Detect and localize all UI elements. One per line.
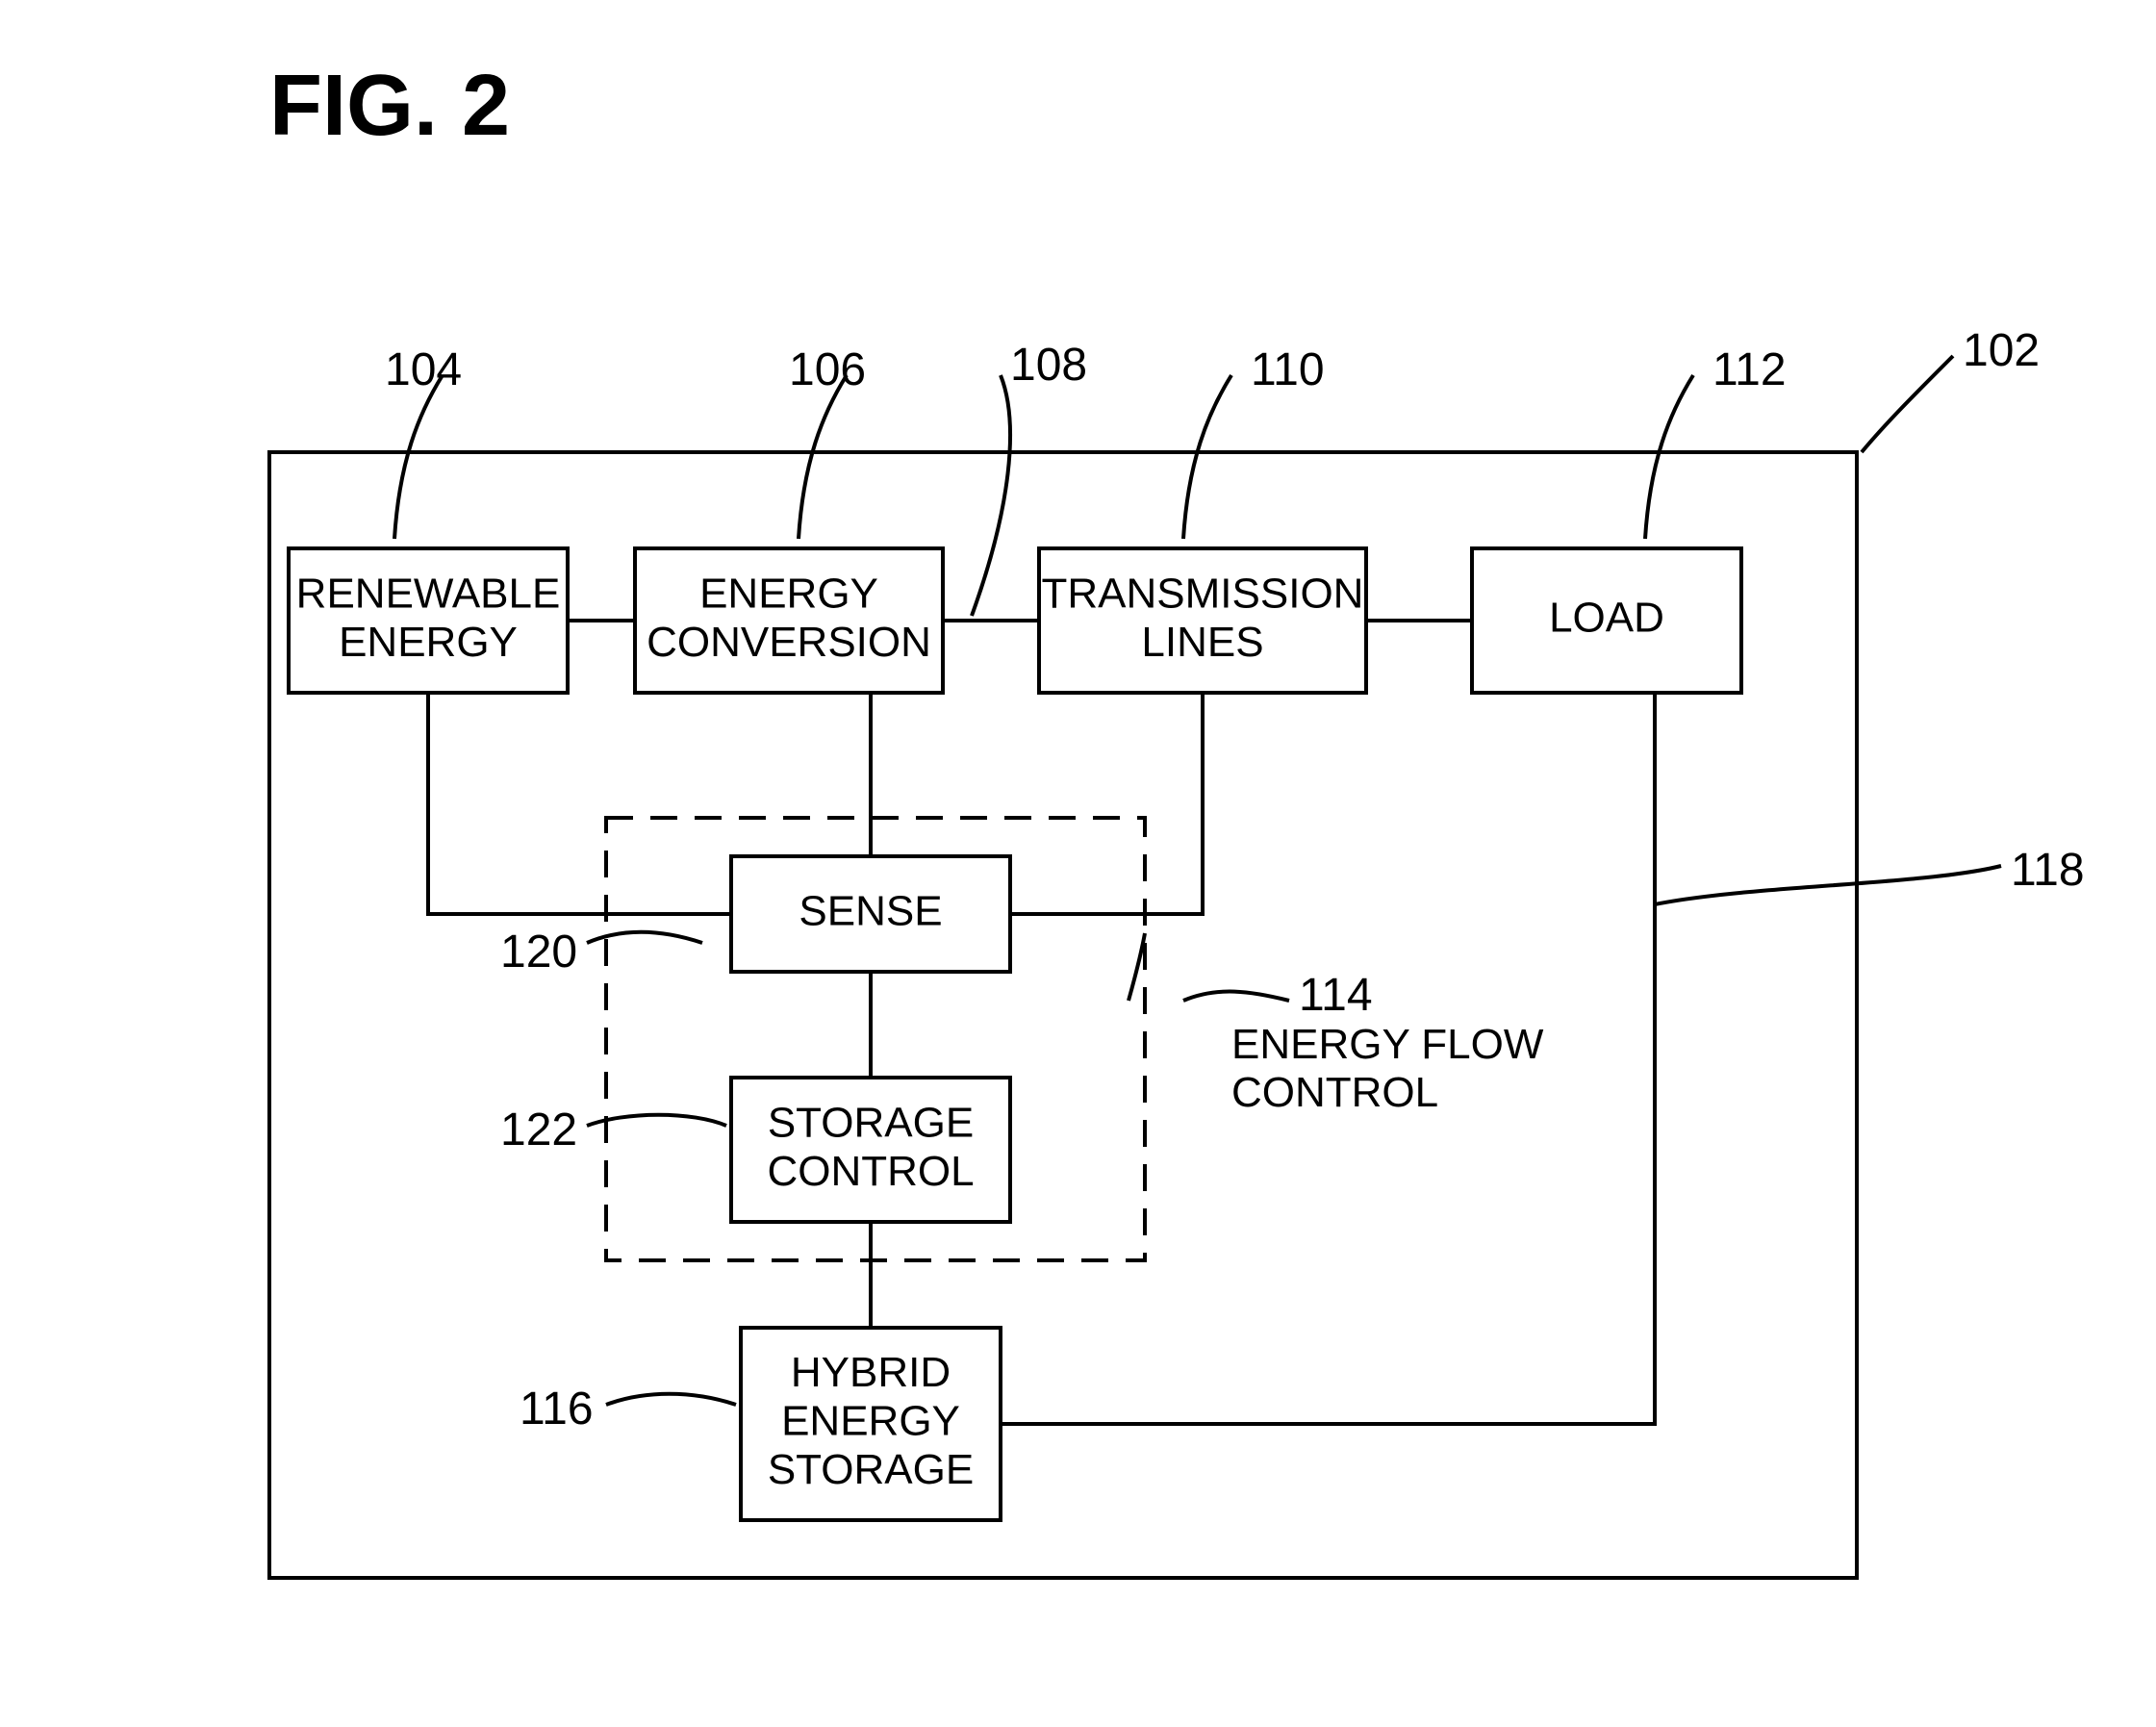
block-renewable-label: ENERGY	[339, 619, 518, 666]
refnum-104: 104	[385, 344, 462, 395]
block-conversion-label: CONVERSION	[647, 619, 931, 666]
block-transmission: TRANSMISSIONLINES	[1039, 548, 1366, 693]
block-hybrid: HYBRIDENERGYSTORAGE	[741, 1328, 1001, 1520]
block-load: LOAD	[1472, 548, 1741, 693]
refnum-110: 110	[1251, 344, 1325, 395]
leader-102	[1862, 356, 1953, 452]
block-renewable-label: RENEWABLE	[296, 570, 561, 617]
refnum-106: 106	[789, 344, 866, 395]
block-load-label: LOAD	[1549, 595, 1664, 642]
block-hybrid-label: ENERGY	[781, 1398, 960, 1445]
block-storage_ctrl-label: CONTROL	[767, 1148, 974, 1195]
side-label-efc2: CONTROL	[1231, 1069, 1438, 1116]
block-transmission-label: LINES	[1141, 619, 1263, 666]
block-storage_ctrl: STORAGECONTROL	[731, 1078, 1010, 1222]
refnum-122: 122	[500, 1105, 577, 1156]
block-transmission-label: TRANSMISSION	[1042, 570, 1364, 617]
block-storage_ctrl-label: STORAGE	[768, 1099, 974, 1146]
refnum-114n: 114	[1299, 970, 1373, 1021]
refnum-112: 112	[1712, 344, 1787, 395]
refnum-120: 120	[500, 927, 577, 978]
block-conversion-label: ENERGY	[699, 570, 878, 617]
block-sense-label: SENSE	[799, 888, 942, 935]
refnum-102: 102	[1963, 325, 2040, 376]
block-hybrid-label: STORAGE	[768, 1446, 974, 1493]
block-conversion: ENERGYCONVERSION	[635, 548, 943, 693]
figure-label: FIG. 2	[269, 58, 510, 154]
refnum-118: 118	[2011, 845, 2085, 896]
side-label-efc1: ENERGY FLOW	[1231, 1021, 1544, 1068]
block-hybrid-label: HYBRID	[791, 1349, 951, 1396]
refnum-116: 116	[520, 1384, 594, 1435]
block-renewable: RENEWABLEENERGY	[289, 548, 568, 693]
refnum-108: 108	[1010, 340, 1087, 391]
block-sense: SENSE	[731, 856, 1010, 972]
